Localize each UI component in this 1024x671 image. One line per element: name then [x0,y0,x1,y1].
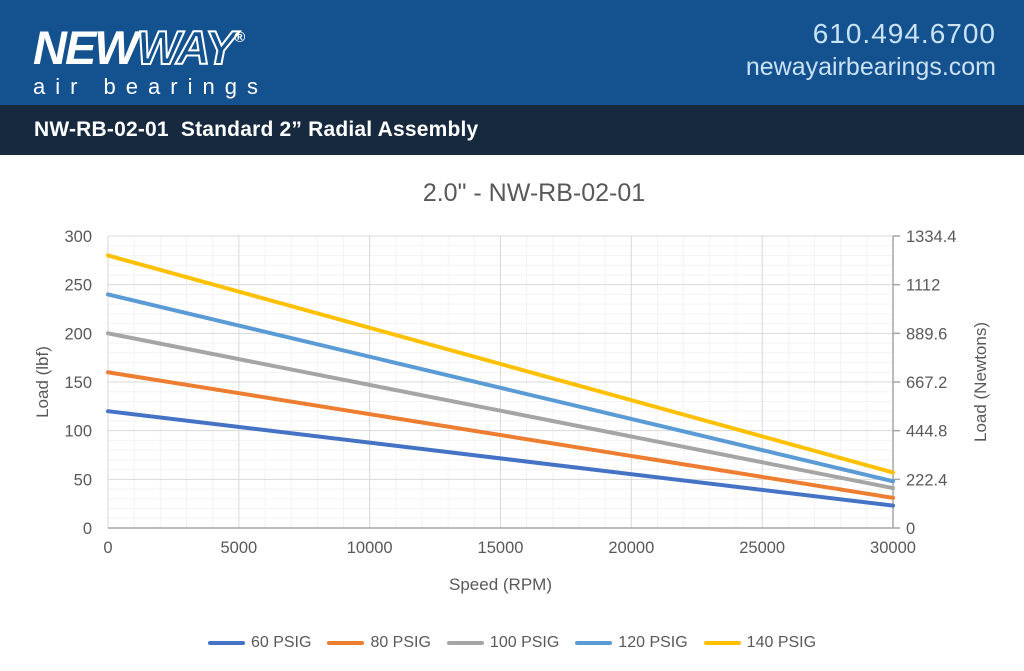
logo-wordmark: NEWWAY® [33,14,268,74]
legend-line-marker [703,641,741,645]
svg-text:Load (Newtons): Load (Newtons) [971,322,990,442]
svg-text:150: 150 [64,374,92,392]
phone-number: 610.494.6700 [812,18,996,49]
svg-text:667.2: 667.2 [906,374,947,392]
legend-label: 140 PSIG [746,634,817,651]
svg-text:1334.4: 1334.4 [906,228,956,246]
svg-text:30000: 30000 [870,539,916,557]
product-title-bar: NW-RB-02-01 Standard 2” Radial Assembly [0,105,1024,155]
website-url: newayairbearings.com [745,53,996,81]
svg-text:0: 0 [83,520,92,538]
logo-new-text: NEW [33,21,139,74]
svg-text:15000: 15000 [478,539,524,557]
legend-item-140-psig: 140 PSIG [703,634,817,652]
svg-text:222.4: 222.4 [906,471,947,489]
logo-tagline: air bearings [33,74,268,99]
svg-text:25000: 25000 [739,539,785,557]
registered-trademark-icon: ® [234,29,246,46]
legend-label: 60 PSIG [250,634,312,651]
legend-label: 80 PSIG [370,634,431,651]
header: NEWWAY® air bearings 610.494.6700 newaya… [0,0,1024,105]
newway-logo: NEWWAY® air bearings [33,14,268,100]
legend-item-80-psig: 80 PSIG [327,634,431,652]
chart-section: 0 50 100 150 200 250 300 0 222.4 444.8 667.2 889.6 1… [0,155,1024,671]
legend-item-120-psig: 120 PSIG [575,634,688,652]
svg-text:0: 0 [906,520,915,538]
svg-text:889.6: 889.6 [906,325,947,343]
svg-text:300: 300 [64,228,92,246]
svg-text:50: 50 [74,471,92,489]
svg-text:250: 250 [64,277,92,295]
svg-text:444.8: 444.8 [906,423,947,441]
legend-item-60-psig: 60 PSIG [207,634,312,652]
svg-text:5000: 5000 [220,539,257,557]
chart-title: 2.0" - NW-RB-02-01 [422,179,646,207]
svg-text:Load (lbf): Load (lbf) [33,346,52,418]
legend-label: 100 PSIG [489,634,560,651]
svg-text:1112: 1112 [906,277,940,295]
svg-text:0: 0 [103,539,112,557]
svg-text:10000: 10000 [347,539,393,557]
legend-item-100-psig: 100 PSIG [446,634,560,652]
svg-text:100: 100 [64,423,92,441]
legend-line-marker [575,641,613,645]
chart-legend: 60 PSIG 80 PSIG 100 PSIG 120 PSIG 140 PSIG [0,628,1024,658]
legend-label: 120 PSIG [618,634,688,651]
contact-info: 610.494.6700 newayairbearings.com [746,17,996,83]
legend-line-marker [327,641,365,645]
svg-text:20000: 20000 [608,539,654,557]
chart-plot: 0 50 100 150 200 250 300 0 222.4 444.8 667.2 889.6 1… [33,228,990,594]
svg-text:200: 200 [64,325,92,343]
logo-way-text: WAY [136,21,238,74]
svg-text:Speed (RPM): Speed (RPM) [449,575,552,594]
product-title: NW-RB-02-01 Standard 2” Radial Assembly [34,118,479,141]
legend-line-marker [207,641,245,645]
legend-line-marker [446,641,484,645]
